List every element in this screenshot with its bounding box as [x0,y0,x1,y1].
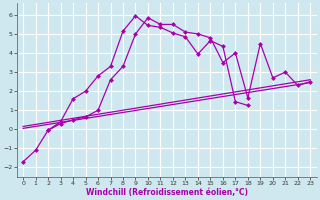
X-axis label: Windchill (Refroidissement éolien,°C): Windchill (Refroidissement éolien,°C) [86,188,248,197]
